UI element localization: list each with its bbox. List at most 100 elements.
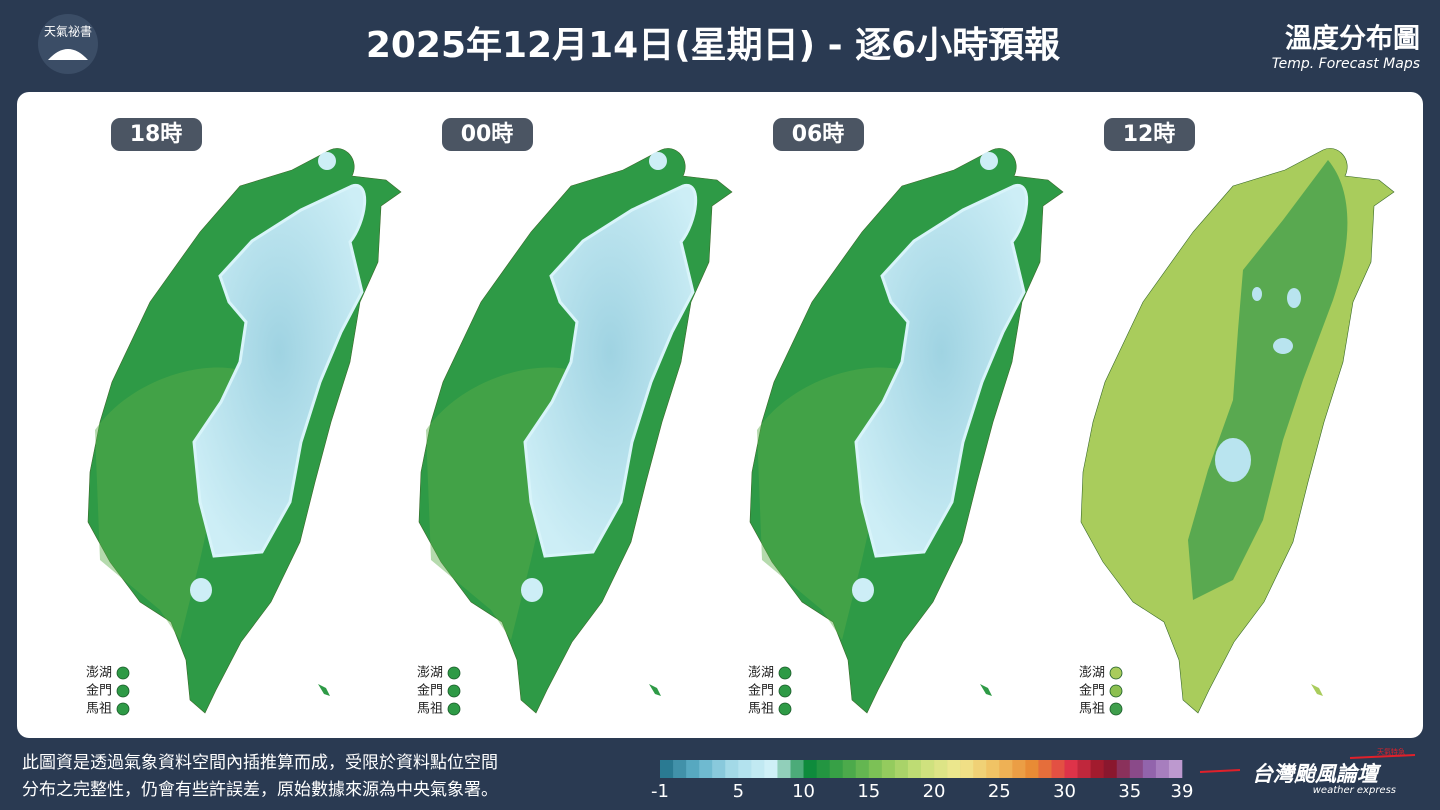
time-pill <box>1104 118 1195 151</box>
brand-stroke <box>1349 754 1416 759</box>
colorbar-tick-label: 25 <box>988 781 1011 802</box>
colorbar-tick-label: 20 <box>923 781 946 802</box>
time-label: 12時 <box>1123 122 1176 147</box>
island-label: 馬祖 <box>1079 702 1105 717</box>
cold-spot <box>1273 338 1293 354</box>
cool-zone <box>1188 160 1348 600</box>
brand-name: 台灣颱風論壇 <box>1252 762 1382 786</box>
brand-subname: weather express <box>1313 785 1396 796</box>
colorbar-cell <box>790 760 804 778</box>
colorbar-cell <box>673 760 687 778</box>
time-label: 06時 <box>792 122 845 147</box>
colorbar-cell <box>986 760 1000 778</box>
island-dot <box>447 702 461 716</box>
colorbar-cell <box>973 760 987 778</box>
logo-badge <box>38 14 98 74</box>
small-island <box>1311 684 1323 696</box>
island-dot <box>1109 684 1123 698</box>
colorbar-cell <box>1103 760 1118 778</box>
colorbar-cell <box>803 760 817 778</box>
island-dot <box>447 666 461 680</box>
time-pill <box>111 118 202 151</box>
island-label: 澎湖 <box>86 666 112 681</box>
colorbar-cell <box>1051 760 1065 778</box>
colorbar-cell <box>816 760 830 778</box>
cold-spot <box>1252 287 1262 301</box>
brand-title: 溫度分布圖 <box>1285 23 1420 55</box>
colorbar-tick-label: 30 <box>1053 781 1076 802</box>
colorbar-cell <box>1090 760 1104 778</box>
colorbar-tick-label: 39 <box>1171 781 1194 802</box>
logo-text: 天氣祕書 <box>44 25 92 39</box>
colorbar-cell <box>751 760 765 778</box>
cold-spot <box>852 578 874 602</box>
colorbar-cell <box>738 760 752 778</box>
time-pill <box>442 118 533 151</box>
colorbar-cell <box>725 760 739 778</box>
colorbar-tick-label: -1 <box>651 781 669 802</box>
brand-subtitle: Temp. Forecast Maps <box>1272 56 1420 72</box>
colorbar-cell <box>712 760 726 778</box>
colorbar-cell <box>829 760 843 778</box>
colorbar-cell <box>921 760 935 778</box>
island-label: 金門 <box>86 683 112 699</box>
colorbar-cell <box>1155 760 1170 778</box>
colorbar-cell <box>907 760 922 778</box>
colorbar-cell <box>947 760 961 778</box>
colorbar-cell <box>1168 760 1183 778</box>
title: 2025年12月14日(星期日) - 逐6小時預報 <box>366 25 1060 66</box>
colorbar-tick-label: 5 <box>733 781 744 802</box>
colorbar-cell <box>881 760 896 778</box>
note-line: 分布之完整性，仍會有些許誤差，原始數據來源為中央氣象署。 <box>22 780 498 800</box>
time-label: 18時 <box>130 122 183 147</box>
colorbar-cell <box>1116 760 1131 778</box>
colorbar-cell <box>868 760 883 778</box>
island-dot <box>778 702 792 716</box>
island-label: 金門 <box>748 683 774 699</box>
island-dot <box>116 702 130 716</box>
time-label: 00時 <box>461 122 514 147</box>
cold-spot <box>1287 288 1301 308</box>
colorbar-cell <box>1012 760 1026 778</box>
island-dot <box>447 684 461 698</box>
island-label: 馬祖 <box>748 702 774 717</box>
colorbar-cell <box>1142 760 1157 778</box>
cold-spot <box>649 152 667 170</box>
small-island <box>649 684 661 696</box>
island-label: 澎湖 <box>1079 666 1105 681</box>
note-line: 此圖資是透過氣象資料空間內插推算而成，受限於資料點位空間 <box>22 753 498 773</box>
colorbar-cell <box>764 760 778 778</box>
colorbar: -1 5 10 15 20 25 30 35 39 <box>651 760 1193 802</box>
colorbar-cell <box>660 760 674 778</box>
island-dot <box>778 684 792 698</box>
colorbar-cell <box>999 760 1013 778</box>
colorbar-cell <box>894 760 909 778</box>
island-label: 馬祖 <box>86 702 112 717</box>
time-pill <box>773 118 864 151</box>
colorbar-cell <box>686 760 700 778</box>
island-dot <box>116 684 130 698</box>
island-dot <box>1109 666 1123 680</box>
colorbar-cell <box>699 760 713 778</box>
colorbar-cell <box>1077 760 1091 778</box>
island-label: 馬祖 <box>417 702 443 717</box>
island-dot <box>116 666 130 680</box>
colorbar-cell <box>855 760 870 778</box>
brand-tag: 天氣特急 <box>1377 747 1405 756</box>
logo-umbrella <box>48 49 88 60</box>
island-label: 金門 <box>1079 683 1105 699</box>
colorbar-tick-label: 15 <box>857 781 880 802</box>
colorbar-cell <box>934 760 948 778</box>
cold-spot <box>318 152 336 170</box>
small-island <box>980 684 992 696</box>
colorbar-cell <box>1025 760 1039 778</box>
small-island <box>318 684 330 696</box>
colorbar-tick-label: 35 <box>1118 781 1141 802</box>
colorbar-tick-label: 10 <box>792 781 815 802</box>
brand-stroke <box>1199 769 1241 773</box>
